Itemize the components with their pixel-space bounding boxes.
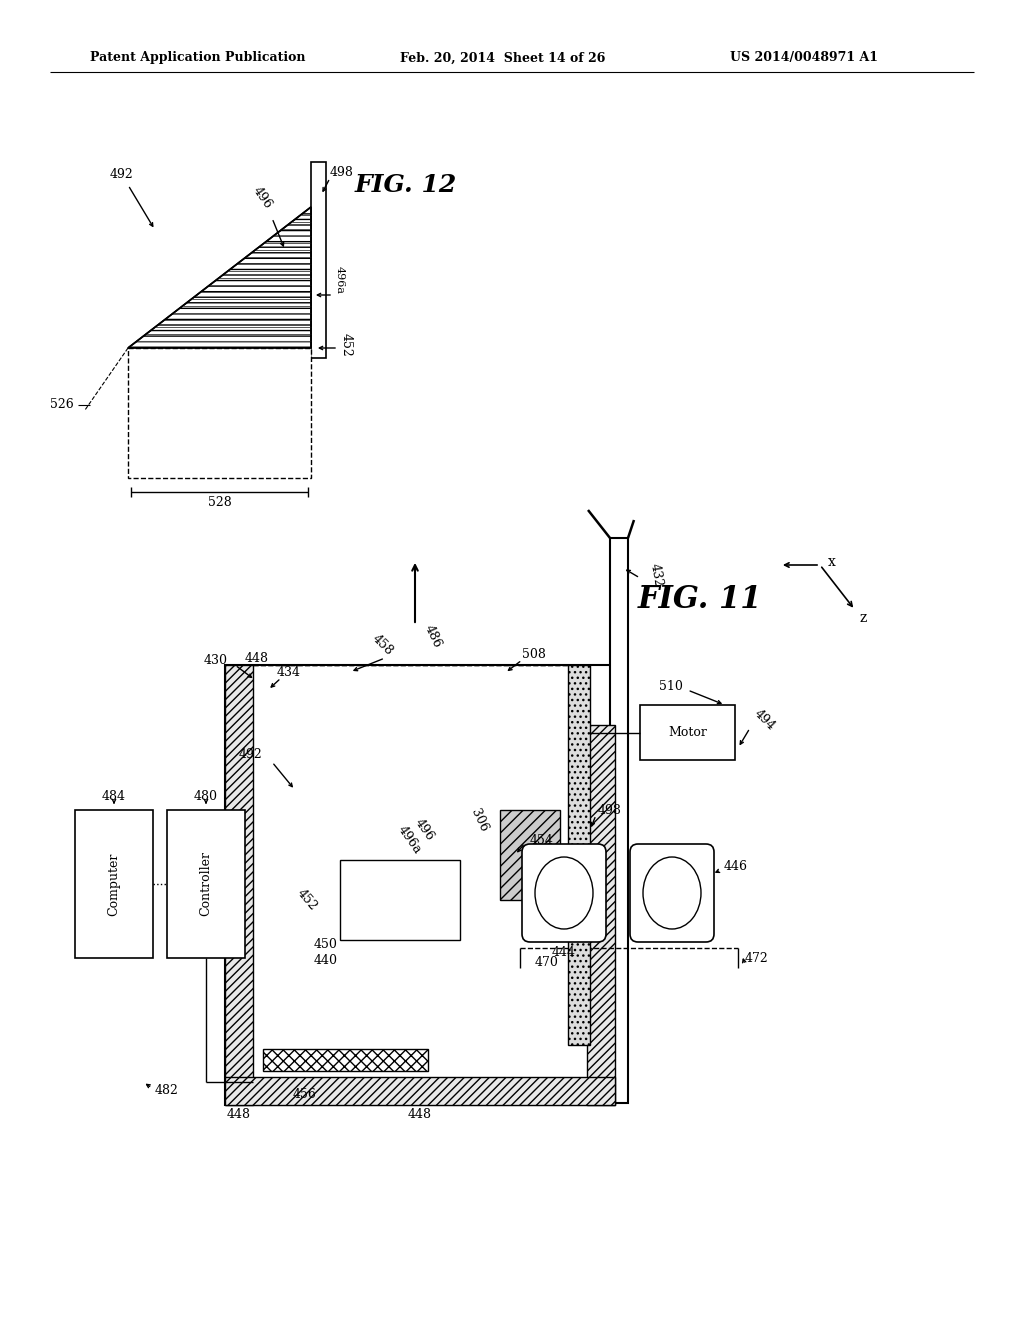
Bar [587,725,615,1105]
Text: 434: 434 [278,665,301,678]
Text: 448: 448 [408,1109,432,1122]
FancyBboxPatch shape [630,843,714,942]
Bar [311,162,326,358]
Text: 496: 496 [250,185,274,211]
Text: 508: 508 [522,648,546,660]
Text: z: z [860,611,867,624]
Bar [128,348,311,478]
Text: 456: 456 [293,1089,317,1101]
Text: 444: 444 [552,945,575,958]
Bar [225,1077,615,1105]
Bar [225,665,253,1105]
Text: 528: 528 [208,495,231,508]
Text: US 2014/0048971 A1: US 2014/0048971 A1 [730,51,878,65]
Bar [640,705,735,760]
Text: 454: 454 [530,833,554,846]
Text: 452: 452 [340,333,353,356]
Text: Controller: Controller [200,851,213,916]
Text: 492: 492 [239,748,262,762]
Text: 432: 432 [648,562,665,587]
Text: 472: 472 [745,952,769,965]
Text: 450: 450 [314,939,338,952]
Text: 496a: 496a [395,824,424,857]
Text: 440: 440 [314,953,338,966]
Text: 498: 498 [598,804,622,817]
Text: 496: 496 [412,817,436,843]
Text: Motor: Motor [668,726,707,739]
Text: 486: 486 [422,622,444,649]
Text: FIG. 11: FIG. 11 [638,585,762,615]
Bar [263,1049,428,1071]
Text: FIG. 12: FIG. 12 [355,173,458,197]
Text: 470: 470 [535,956,559,969]
Text: 482: 482 [155,1084,179,1097]
Bar [520,940,738,952]
Bar [568,665,590,1045]
Text: 458: 458 [370,632,396,659]
Bar [610,539,628,1104]
Text: 446: 446 [724,861,748,874]
Text: 510: 510 [658,681,683,693]
Text: 452: 452 [295,887,319,913]
Bar [340,861,460,940]
Text: Feb. 20, 2014  Sheet 14 of 26: Feb. 20, 2014 Sheet 14 of 26 [400,51,605,65]
Text: 498: 498 [330,166,354,180]
Bar [500,810,560,900]
Text: Patent Application Publication: Patent Application Publication [90,51,305,65]
Text: x: x [828,554,836,569]
FancyBboxPatch shape [522,843,606,942]
Text: 496a: 496a [335,267,345,294]
Text: 448: 448 [245,652,269,664]
Polygon shape [128,207,311,348]
Text: 526: 526 [50,399,74,412]
Text: 480: 480 [194,789,218,803]
Text: 306: 306 [468,807,489,834]
Text: 494: 494 [752,708,778,733]
Text: Computer: Computer [108,853,121,916]
Text: 430: 430 [204,653,228,667]
Bar [75,810,153,958]
Text: 492: 492 [110,169,134,181]
Text: 448: 448 [227,1109,251,1122]
Text: 484: 484 [102,789,126,803]
Ellipse shape [535,857,593,929]
Ellipse shape [643,857,701,929]
Bar [167,810,245,958]
Bar [225,665,615,1105]
